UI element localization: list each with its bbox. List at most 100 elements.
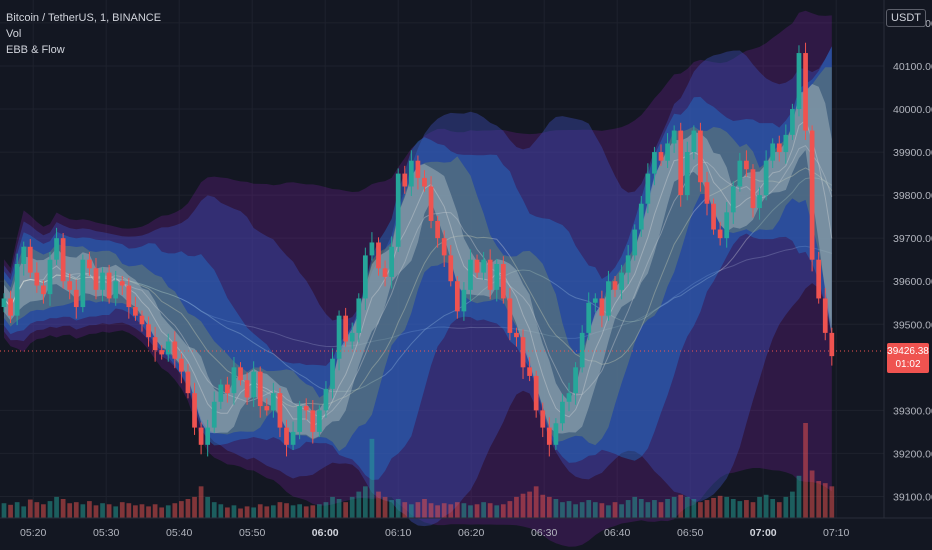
band-inner — [4, 67, 832, 452]
candle-body — [579, 332, 585, 368]
price-tick-label: 39600.00 — [893, 276, 932, 288]
volume-bar — [349, 496, 355, 518]
price-tick-label: 40000.00 — [893, 104, 932, 116]
band-wide — [4, 46, 832, 527]
volume-bar — [21, 506, 27, 518]
candle-body — [395, 173, 401, 247]
candle-body — [527, 367, 532, 376]
candle-body — [54, 238, 59, 260]
volume-bar — [316, 504, 322, 518]
time-tick-label: 06:40 — [604, 527, 630, 539]
candle-body — [100, 272, 105, 290]
volume-bar — [737, 501, 743, 518]
volume-bar — [474, 504, 480, 518]
candle-body — [14, 264, 20, 316]
candle-body — [343, 315, 349, 342]
volume-bar — [520, 493, 526, 518]
volume-bar — [711, 497, 716, 518]
candle-body — [349, 332, 355, 342]
candle-body — [362, 255, 368, 299]
volume-bar — [671, 496, 677, 518]
candle-body — [638, 203, 644, 230]
candle-body — [415, 160, 421, 178]
volume-bar — [87, 501, 92, 518]
volume-bar — [533, 486, 539, 518]
candle-body — [316, 410, 322, 432]
volume-bar — [757, 496, 762, 518]
volume-bar — [133, 505, 138, 518]
volume-bar — [1, 503, 7, 518]
volume-bar — [803, 423, 808, 518]
candle-body — [251, 371, 257, 398]
time-axis[interactable]: 05:20 05:30 05:40 05:50 06:00 06:10 06:20 06:30… — [20, 527, 849, 539]
volume-bar — [422, 499, 427, 518]
band-mid — [4, 46, 832, 480]
candle-body — [402, 173, 408, 187]
candle-body — [665, 143, 670, 161]
volume-bar — [684, 496, 690, 518]
price-tick-label: 39100.00 — [893, 491, 932, 503]
volume-bar — [238, 508, 243, 518]
candle-body — [330, 358, 335, 389]
candle-body — [652, 152, 657, 174]
volume-bar — [100, 503, 105, 518]
volume-bar — [744, 500, 749, 518]
symbol-title[interactable]: Bitcoin / TetherUS, 1, BINANCE — [6, 12, 162, 24]
candle-body — [704, 182, 710, 204]
volume-bar — [415, 502, 421, 518]
candle-body — [573, 367, 578, 394]
volume-bar — [698, 502, 703, 518]
candle-body — [225, 384, 230, 394]
candle-body — [257, 371, 263, 407]
volume-bar — [172, 503, 178, 518]
candle-body — [540, 410, 546, 428]
volume-bar — [573, 504, 578, 518]
volume-bar — [67, 503, 73, 518]
volume-bar — [376, 491, 381, 518]
candle-body — [757, 195, 762, 209]
price-tick-label: 39200.00 — [893, 448, 932, 460]
volume-bar — [369, 438, 375, 518]
volume-bar — [468, 505, 473, 518]
volume-bar — [441, 503, 447, 518]
volume-bar — [356, 491, 362, 518]
volume-bar — [645, 502, 651, 518]
volume-bar — [93, 505, 99, 518]
volume-bar — [527, 491, 532, 518]
candle-body — [21, 246, 27, 264]
currency-button[interactable]: USDT — [886, 9, 926, 27]
volume-bar — [592, 502, 598, 518]
candle-body — [41, 285, 46, 295]
candle-body — [389, 246, 394, 277]
candle-body — [494, 264, 500, 290]
volume-bar — [303, 506, 309, 518]
candle-body — [297, 406, 303, 432]
candle-body — [822, 298, 828, 333]
volume-bar — [395, 499, 401, 518]
time-tick-label: 06:00 — [312, 527, 339, 539]
ebb-flow-indicator-label[interactable]: EBB & Flow — [6, 44, 65, 56]
candle-body — [698, 130, 703, 183]
volume-bar — [54, 496, 59, 518]
volume-bar — [704, 500, 710, 518]
candle-body — [382, 268, 388, 277]
volume-bar — [47, 501, 53, 518]
volume-bar — [343, 502, 349, 518]
price-tick-label: 39900.00 — [893, 147, 932, 159]
volume-bar — [717, 495, 723, 518]
volume-indicator-label[interactable]: Vol — [6, 28, 22, 40]
time-tick-label: 05:30 — [93, 527, 119, 539]
volume-bar — [277, 502, 283, 518]
candle-body — [546, 427, 552, 445]
volume-bar — [553, 499, 559, 518]
volume-bar — [198, 486, 204, 518]
candle-body — [218, 384, 224, 402]
candle-body — [284, 427, 289, 445]
candle-body — [803, 53, 808, 131]
volume-bar — [776, 502, 782, 518]
candle-body — [796, 53, 802, 110]
volume-bar — [428, 503, 434, 518]
candle-body — [369, 242, 375, 256]
volume-bar — [389, 500, 394, 518]
